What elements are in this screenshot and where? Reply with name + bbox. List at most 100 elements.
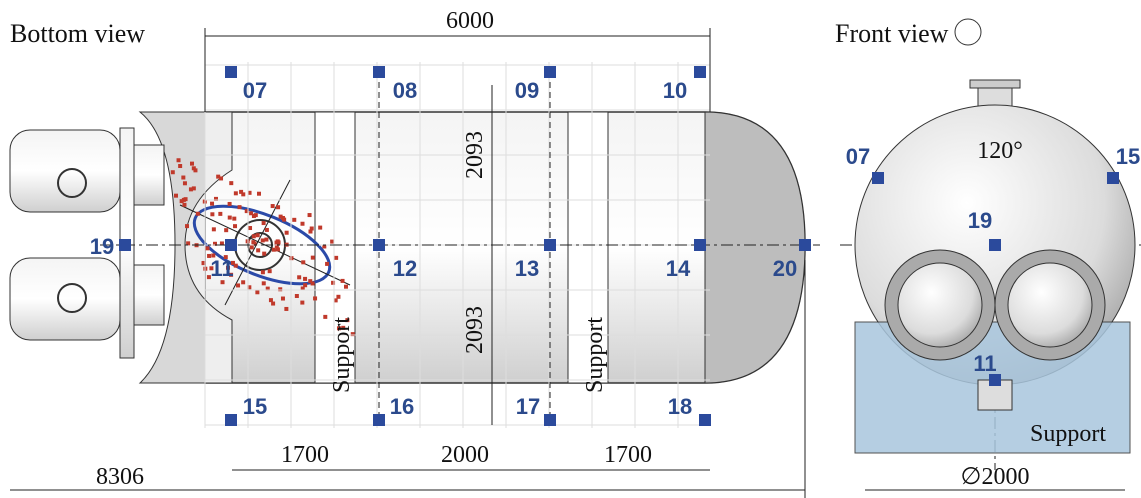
scatter-dot bbox=[336, 295, 340, 299]
scatter-dot bbox=[292, 218, 296, 222]
scatter-dot bbox=[308, 230, 312, 234]
support-label: Support bbox=[329, 317, 355, 393]
scatter-dot bbox=[290, 256, 294, 260]
measurement-point bbox=[989, 239, 1001, 251]
scatter-dot bbox=[252, 214, 256, 218]
scatter-dot bbox=[212, 227, 216, 231]
scatter-dot bbox=[232, 217, 236, 221]
point-label: 14 bbox=[666, 256, 691, 281]
scatter-dot bbox=[334, 256, 338, 260]
scatter-dot bbox=[265, 228, 269, 232]
scatter-dot bbox=[308, 279, 312, 283]
scatter-dot bbox=[271, 302, 275, 306]
measurement-point bbox=[373, 239, 385, 251]
scatter-dot bbox=[285, 231, 289, 235]
scatter-dot bbox=[192, 166, 196, 170]
scatter-dot bbox=[311, 256, 315, 260]
point-label: 19 bbox=[968, 208, 992, 233]
scatter-dot bbox=[318, 226, 322, 230]
scatter-dot bbox=[233, 224, 237, 228]
scatter-dot bbox=[236, 283, 240, 287]
point-label: 20 bbox=[773, 256, 797, 281]
scatter-dot bbox=[271, 204, 275, 208]
scatter-dot bbox=[185, 224, 189, 228]
scatter-dot bbox=[234, 191, 238, 195]
scatter-dot bbox=[229, 181, 233, 185]
scatter-dot bbox=[252, 234, 256, 238]
scatter-dot bbox=[261, 238, 265, 242]
scatter-dot bbox=[262, 281, 266, 285]
angle: 120° bbox=[977, 138, 1023, 164]
scatter-dot bbox=[192, 186, 196, 190]
scatter-dot bbox=[284, 307, 288, 311]
scatter-dot bbox=[241, 280, 245, 284]
scatter-dot bbox=[181, 176, 185, 180]
scatter-dot bbox=[272, 248, 276, 252]
scatter-dot bbox=[228, 202, 232, 206]
scatter-dot bbox=[250, 245, 254, 249]
scatter-dot bbox=[257, 192, 261, 196]
point-label: 17 bbox=[516, 394, 540, 419]
view-title: Front view bbox=[835, 19, 949, 48]
dimension: 8306 bbox=[96, 464, 144, 490]
measurement-point bbox=[544, 414, 556, 426]
scatter-dot bbox=[205, 246, 209, 250]
measurement-point bbox=[225, 239, 237, 251]
diagram: 070809101911121314201516171807151911 Bot… bbox=[0, 0, 1141, 498]
front-vessel bbox=[855, 19, 1135, 453]
measurement-point bbox=[694, 66, 706, 78]
measurement-point bbox=[225, 414, 237, 426]
dimension: 1700 bbox=[604, 442, 652, 468]
dimension: ∅2000 bbox=[961, 464, 1030, 490]
scatter-dot bbox=[171, 170, 175, 174]
dimension: 2093 bbox=[462, 131, 488, 179]
scatter-dot bbox=[219, 176, 223, 180]
scatter-dot bbox=[303, 277, 307, 281]
point-label: 12 bbox=[393, 256, 417, 281]
point-label: 11 bbox=[973, 351, 996, 376]
scatter-dot bbox=[295, 294, 299, 298]
scatter-dot bbox=[180, 199, 184, 203]
scatter-dot bbox=[269, 298, 273, 302]
scatter-dot bbox=[218, 212, 222, 216]
scatter-dot bbox=[276, 247, 280, 251]
point-label: 16 bbox=[390, 394, 414, 419]
scatter-dot bbox=[210, 212, 214, 216]
scatter-dot bbox=[238, 205, 242, 209]
scatter-dot bbox=[255, 290, 259, 294]
scatter-dot bbox=[174, 194, 178, 198]
measurement-point bbox=[872, 172, 884, 184]
point-label: 10 bbox=[663, 78, 687, 103]
scatter-dot bbox=[256, 233, 260, 237]
scatter-dot bbox=[177, 158, 181, 162]
scatter-dot bbox=[303, 283, 307, 287]
scatter-dot bbox=[196, 212, 200, 216]
scatter-dot bbox=[262, 252, 266, 256]
point-label: 09 bbox=[515, 78, 539, 103]
measurement-point bbox=[373, 66, 385, 78]
scatter-dot bbox=[344, 285, 348, 289]
scatter-dot bbox=[308, 213, 312, 217]
scatter-dot bbox=[178, 164, 182, 168]
scatter-dot bbox=[190, 162, 194, 166]
scatter-dot bbox=[300, 222, 304, 226]
measurement-point bbox=[799, 239, 811, 251]
scatter-dot bbox=[323, 315, 327, 319]
scatter-dot bbox=[264, 238, 268, 242]
dimension: 6000 bbox=[446, 8, 494, 34]
measurement-point bbox=[699, 414, 711, 426]
point-label: 19 bbox=[90, 234, 114, 259]
scatter-dot bbox=[301, 260, 305, 264]
support-label: Support bbox=[582, 317, 608, 393]
scatter-dot bbox=[183, 181, 187, 185]
dimension: 2000 bbox=[441, 442, 489, 468]
scatter-dot bbox=[325, 262, 329, 266]
scatter-dot bbox=[281, 297, 285, 301]
measurement-point bbox=[1107, 172, 1119, 184]
point-label: 18 bbox=[668, 394, 692, 419]
scatter-dot bbox=[256, 248, 260, 252]
measurement-point bbox=[119, 239, 131, 251]
measurement-point bbox=[544, 239, 556, 251]
point-label: 11 bbox=[210, 256, 233, 281]
scatter-dot bbox=[239, 190, 243, 194]
